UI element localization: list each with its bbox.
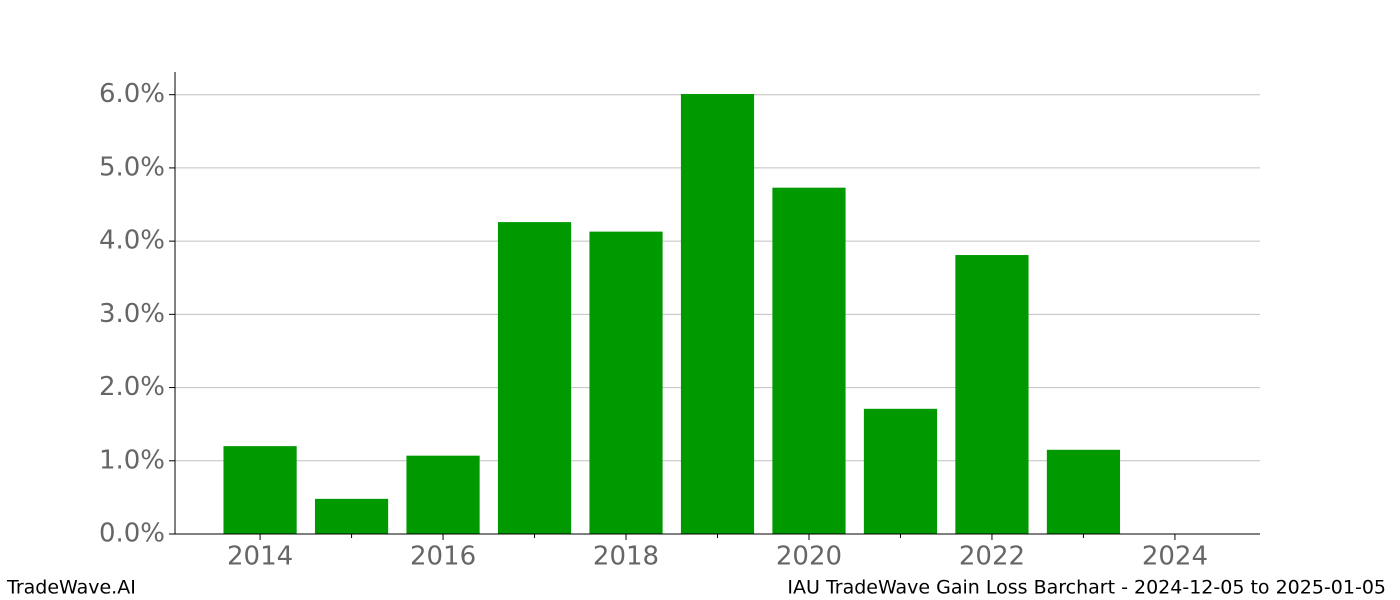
chart-title: IAU TradeWave Gain Loss Barchart - 2024-… bbox=[787, 577, 1386, 599]
bar bbox=[680, 93, 755, 534]
x-tick-label: 2022 bbox=[959, 542, 1025, 572]
bar bbox=[955, 255, 1029, 534]
x-tick-label: 2018 bbox=[593, 542, 659, 572]
bar bbox=[314, 498, 389, 534]
x-tick-label: 2020 bbox=[776, 542, 842, 572]
bar bbox=[497, 222, 572, 534]
bar bbox=[772, 187, 846, 534]
x-tick-label: 2014 bbox=[227, 542, 293, 572]
x-tick-label: 2016 bbox=[410, 542, 476, 572]
bar bbox=[863, 408, 938, 534]
y-tick-label: 1.0% bbox=[99, 445, 165, 475]
bar bbox=[223, 446, 297, 534]
bar bbox=[1046, 449, 1121, 534]
watermark: TradeWave.AI bbox=[6, 577, 136, 599]
y-tick-label: 4.0% bbox=[99, 226, 165, 256]
y-tick-label: 6.0% bbox=[99, 79, 165, 109]
y-tick-label: 0.0% bbox=[99, 519, 165, 549]
bar bbox=[406, 455, 480, 534]
y-tick-label: 5.0% bbox=[99, 152, 165, 182]
bar bbox=[589, 231, 663, 534]
y-tick-label: 3.0% bbox=[99, 299, 165, 329]
x-tick-label: 2024 bbox=[1142, 542, 1208, 572]
y-tick-label: 2.0% bbox=[99, 372, 165, 402]
